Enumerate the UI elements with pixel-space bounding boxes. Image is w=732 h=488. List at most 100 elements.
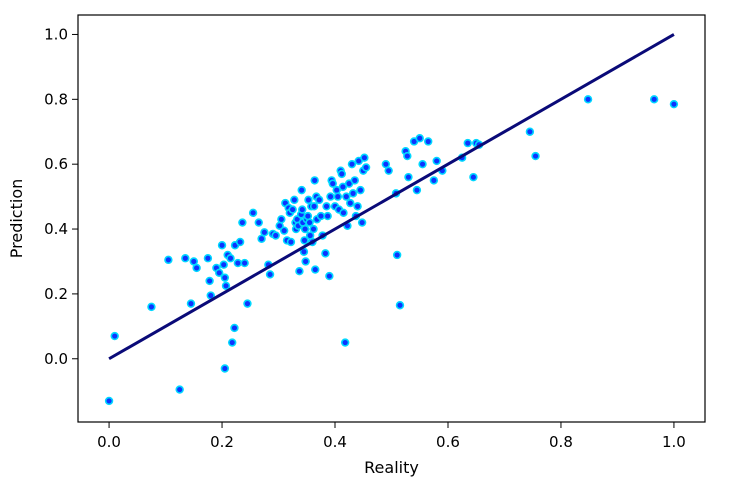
data-point bbox=[147, 302, 156, 312]
data-point bbox=[309, 224, 318, 234]
data-point bbox=[233, 258, 243, 268]
data-point bbox=[248, 208, 258, 218]
data-point bbox=[110, 331, 119, 341]
data-point bbox=[295, 266, 304, 276]
data-point bbox=[277, 215, 286, 224]
y-tick-label: 1.0 bbox=[44, 25, 68, 43]
data-point bbox=[235, 237, 245, 247]
data-point bbox=[583, 95, 593, 104]
data-point bbox=[217, 241, 227, 250]
y-tick-label: 0.0 bbox=[44, 350, 68, 368]
data-point bbox=[316, 211, 326, 221]
x-tick-label: 1.0 bbox=[662, 433, 686, 451]
data-point bbox=[311, 265, 320, 274]
data-point bbox=[418, 159, 427, 169]
data-point bbox=[333, 192, 343, 201]
data-point bbox=[360, 153, 369, 162]
data-point bbox=[164, 255, 173, 265]
data-point bbox=[288, 205, 297, 214]
data-point bbox=[395, 301, 405, 310]
data-point bbox=[531, 151, 540, 161]
x-tick-label: 0.0 bbox=[97, 433, 121, 451]
data-point bbox=[220, 273, 230, 282]
x-tick-label: 0.2 bbox=[210, 433, 234, 451]
data-point bbox=[357, 218, 367, 227]
data-point bbox=[271, 231, 280, 240]
data-point bbox=[412, 185, 422, 195]
points-layer bbox=[104, 95, 679, 406]
data-point bbox=[230, 323, 239, 333]
data-point bbox=[238, 218, 247, 227]
data-point bbox=[356, 185, 365, 195]
data-point bbox=[338, 182, 348, 192]
data-point bbox=[314, 195, 324, 205]
data-point bbox=[186, 299, 196, 308]
data-point bbox=[220, 364, 230, 373]
x-axis-label: Reality bbox=[364, 458, 419, 477]
data-point bbox=[403, 151, 412, 161]
data-point bbox=[240, 258, 249, 268]
data-point bbox=[322, 202, 331, 211]
y-tick-label: 0.8 bbox=[44, 90, 68, 108]
data-point bbox=[469, 172, 478, 182]
data-point bbox=[298, 205, 307, 214]
data-point bbox=[424, 137, 433, 146]
data-point bbox=[260, 228, 269, 237]
data-point bbox=[361, 163, 371, 172]
y-axis: 0.0 0.2 0.4 0.6 0.8 1.0 bbox=[44, 25, 78, 368]
data-point bbox=[649, 95, 659, 104]
data-point bbox=[348, 189, 358, 198]
data-point bbox=[353, 202, 362, 211]
data-point bbox=[297, 185, 306, 195]
data-point bbox=[404, 172, 413, 182]
data-point bbox=[309, 202, 319, 211]
y-tick-label: 0.4 bbox=[44, 220, 68, 238]
data-point bbox=[300, 236, 309, 245]
data-point bbox=[346, 198, 355, 208]
x-tick-label: 0.6 bbox=[436, 433, 460, 451]
data-point bbox=[669, 99, 679, 109]
data-point bbox=[215, 268, 224, 278]
data-point bbox=[415, 134, 424, 143]
data-point bbox=[339, 208, 348, 218]
data-point bbox=[254, 218, 263, 227]
data-point bbox=[325, 271, 334, 281]
data-point bbox=[328, 179, 337, 188]
x-tick-label: 0.8 bbox=[549, 433, 573, 451]
data-point bbox=[326, 192, 335, 201]
data-point bbox=[286, 237, 296, 247]
data-point bbox=[337, 169, 346, 179]
data-point bbox=[340, 338, 350, 347]
y-tick-label: 0.2 bbox=[44, 285, 68, 303]
data-point bbox=[301, 257, 310, 266]
x-axis: 0.0 0.2 0.4 0.6 0.8 1.0 bbox=[97, 422, 686, 451]
data-point bbox=[321, 249, 330, 258]
data-point bbox=[221, 281, 231, 290]
x-tick-label: 0.4 bbox=[323, 433, 347, 451]
data-point bbox=[300, 224, 310, 234]
data-point bbox=[243, 299, 252, 308]
data-point bbox=[310, 176, 319, 185]
data-point bbox=[384, 166, 393, 175]
data-point bbox=[525, 127, 535, 136]
data-point bbox=[203, 254, 213, 263]
data-point bbox=[181, 254, 190, 263]
data-point bbox=[205, 276, 214, 286]
data-point bbox=[350, 176, 359, 185]
data-point bbox=[290, 195, 299, 205]
data-point bbox=[192, 263, 201, 273]
data-point bbox=[305, 218, 314, 227]
data-point bbox=[342, 192, 351, 201]
y-tick-label: 0.6 bbox=[44, 155, 68, 173]
data-point bbox=[228, 338, 237, 347]
y-axis-label: Prediction bbox=[7, 179, 26, 258]
data-point bbox=[226, 254, 235, 263]
data-point bbox=[175, 385, 184, 394]
data-point bbox=[279, 226, 289, 235]
data-point bbox=[392, 250, 402, 260]
data-point bbox=[463, 138, 472, 148]
data-point bbox=[347, 159, 357, 169]
reference-line bbox=[108, 33, 675, 361]
data-point bbox=[219, 260, 228, 269]
